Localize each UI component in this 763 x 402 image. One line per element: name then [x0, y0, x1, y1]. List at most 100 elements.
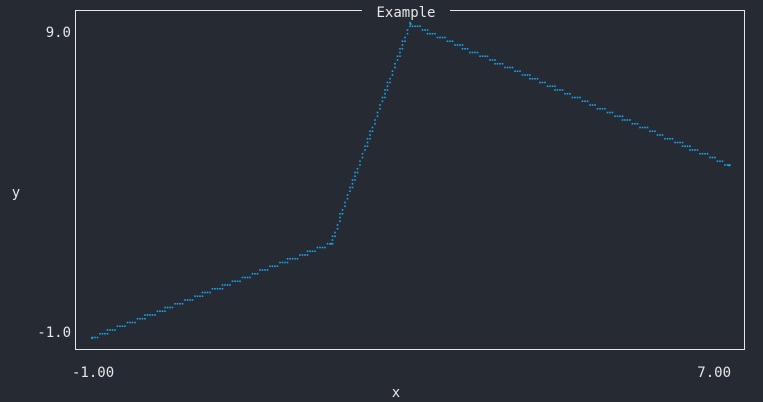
- line-dot: [639, 126, 641, 129]
- line-dot: [464, 47, 466, 50]
- line-dot: [261, 269, 264, 271]
- line-dot: [219, 287, 221, 290]
- line-dot: [191, 299, 194, 301]
- line-dot: [389, 81, 391, 84]
- line-dot: [456, 44, 459, 46]
- line-dot: [536, 77, 539, 80]
- line-dot: [594, 104, 596, 106]
- line-dot: [119, 325, 121, 328]
- line-dot: [249, 276, 251, 279]
- line-dot: [571, 96, 574, 99]
- line-dot: [696, 149, 699, 151]
- line-dot: [494, 59, 496, 61]
- line-dot: [619, 115, 621, 118]
- chart-title: Example: [376, 5, 435, 21]
- line-dot: [346, 197, 349, 200]
- line-dot: [494, 62, 496, 65]
- line-dot: [379, 104, 381, 106]
- line-dot: [519, 70, 521, 73]
- line-dot: [479, 55, 481, 58]
- line-dot: [541, 81, 544, 84]
- line-dot: [201, 295, 204, 298]
- line-dot: [214, 287, 216, 290]
- line-dot: [629, 119, 631, 121]
- line-dot: [716, 160, 719, 163]
- line-dot: [729, 164, 731, 166]
- line-dot: [726, 164, 729, 166]
- line-dot: [666, 137, 669, 140]
- line-dot: [431, 32, 434, 35]
- line-dot: [144, 317, 146, 320]
- line-dot: [134, 321, 136, 324]
- line-dot: [409, 25, 411, 28]
- line-dot: [461, 47, 464, 50]
- line-dot: [384, 96, 386, 99]
- line-dot: [496, 62, 499, 65]
- line-dot: [416, 25, 419, 28]
- line-dot: [694, 149, 696, 151]
- line-dot: [234, 280, 236, 283]
- line-dot: [106, 332, 109, 335]
- line-dot: [384, 89, 386, 91]
- line-dot: [409, 21, 411, 24]
- line-dot: [306, 250, 309, 253]
- line-dot: [364, 149, 366, 151]
- line-dot: [226, 284, 229, 286]
- line-dot: [334, 235, 336, 238]
- line-dot: [366, 137, 369, 140]
- line-dot: [669, 137, 671, 140]
- line-dot: [614, 115, 616, 118]
- line-dot: [531, 77, 534, 80]
- line-dot: [154, 314, 156, 316]
- line-dot: [216, 287, 219, 290]
- line-dot: [499, 62, 501, 65]
- line-dot: [366, 145, 369, 148]
- line-dot: [344, 205, 346, 208]
- line-dot: [266, 269, 269, 271]
- line-dot: [179, 302, 181, 305]
- line-dot: [204, 291, 206, 294]
- series-layer: [90, 21, 731, 340]
- line-dot: [309, 250, 311, 253]
- line-dot: [546, 85, 549, 88]
- line-dot: [166, 306, 169, 309]
- line-dot: [651, 130, 654, 133]
- y-tick-label-max: 9.0: [46, 25, 71, 41]
- line-dot: [284, 261, 286, 264]
- line-dot: [569, 92, 571, 95]
- line-dot: [236, 280, 239, 283]
- line-dot: [294, 257, 296, 260]
- y-axis-label: y: [12, 185, 20, 201]
- line-dot: [501, 62, 504, 65]
- line-dot: [99, 332, 101, 335]
- line-dot: [449, 40, 451, 43]
- line-dot: [176, 302, 179, 305]
- line-dot: [454, 44, 456, 46]
- line-dot: [661, 134, 664, 136]
- line-dot: [551, 85, 554, 88]
- line-dot: [624, 119, 626, 121]
- line-dot: [506, 66, 509, 69]
- line-dot: [239, 280, 241, 283]
- line-dot: [689, 149, 691, 151]
- line-dot: [146, 314, 149, 316]
- line-dot: [609, 111, 611, 114]
- line-dot: [394, 66, 396, 69]
- line-dot: [181, 302, 184, 305]
- line-dot: [654, 130, 656, 133]
- line-dot: [589, 104, 591, 106]
- line-dot: [354, 175, 356, 178]
- line-dot: [354, 179, 356, 181]
- line-dot: [221, 284, 224, 286]
- line-dot: [139, 317, 141, 320]
- line-dot: [404, 40, 406, 43]
- line-dot: [359, 160, 361, 163]
- line-dot: [579, 96, 581, 99]
- line-dot: [96, 336, 99, 339]
- line-dot: [719, 160, 721, 163]
- line-dot: [421, 29, 424, 31]
- line-dot: [721, 160, 724, 163]
- line-dot: [529, 77, 531, 80]
- line-dot: [394, 62, 396, 65]
- line-dot: [584, 100, 586, 103]
